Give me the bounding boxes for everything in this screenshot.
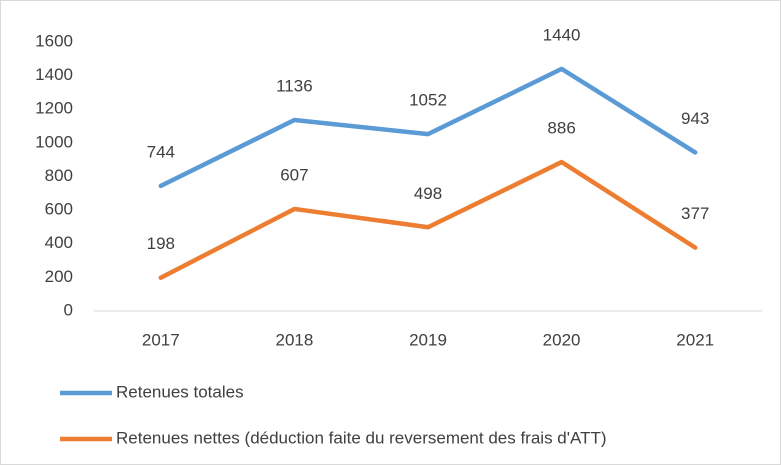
data-label: 943 bbox=[681, 109, 709, 128]
data-label: 744 bbox=[147, 142, 175, 161]
legend-label: Retenues nettes (déduction faite du reve… bbox=[116, 428, 607, 447]
legend-label: Retenues totales bbox=[116, 382, 244, 401]
y-tick-label: 1000 bbox=[35, 132, 73, 151]
x-tick-label: 2017 bbox=[142, 330, 180, 349]
y-tick-label: 600 bbox=[45, 200, 73, 219]
x-tick-label: 2021 bbox=[676, 330, 714, 349]
data-label: 377 bbox=[681, 204, 709, 223]
data-label: 1136 bbox=[276, 76, 313, 95]
data-label: 498 bbox=[414, 184, 442, 203]
y-tick-label: 0 bbox=[64, 300, 73, 319]
y-tick-label: 1600 bbox=[35, 31, 73, 50]
y-tick-label: 1400 bbox=[35, 65, 73, 84]
x-tick-label: 2018 bbox=[275, 330, 313, 349]
y-tick-label: 800 bbox=[45, 166, 73, 185]
data-label: 1440 bbox=[543, 25, 581, 44]
x-tick-label: 2020 bbox=[543, 330, 581, 349]
y-tick-label: 1200 bbox=[35, 99, 73, 118]
data-label: 607 bbox=[280, 165, 308, 184]
y-tick-label: 400 bbox=[45, 233, 73, 252]
series-line bbox=[158, 159, 698, 280]
data-label: 198 bbox=[147, 234, 175, 253]
x-tick-label: 2019 bbox=[409, 330, 447, 349]
series-line bbox=[158, 66, 698, 189]
data-label: 886 bbox=[547, 119, 575, 138]
data-label: 1052 bbox=[409, 91, 447, 110]
y-tick-label: 200 bbox=[45, 267, 73, 286]
